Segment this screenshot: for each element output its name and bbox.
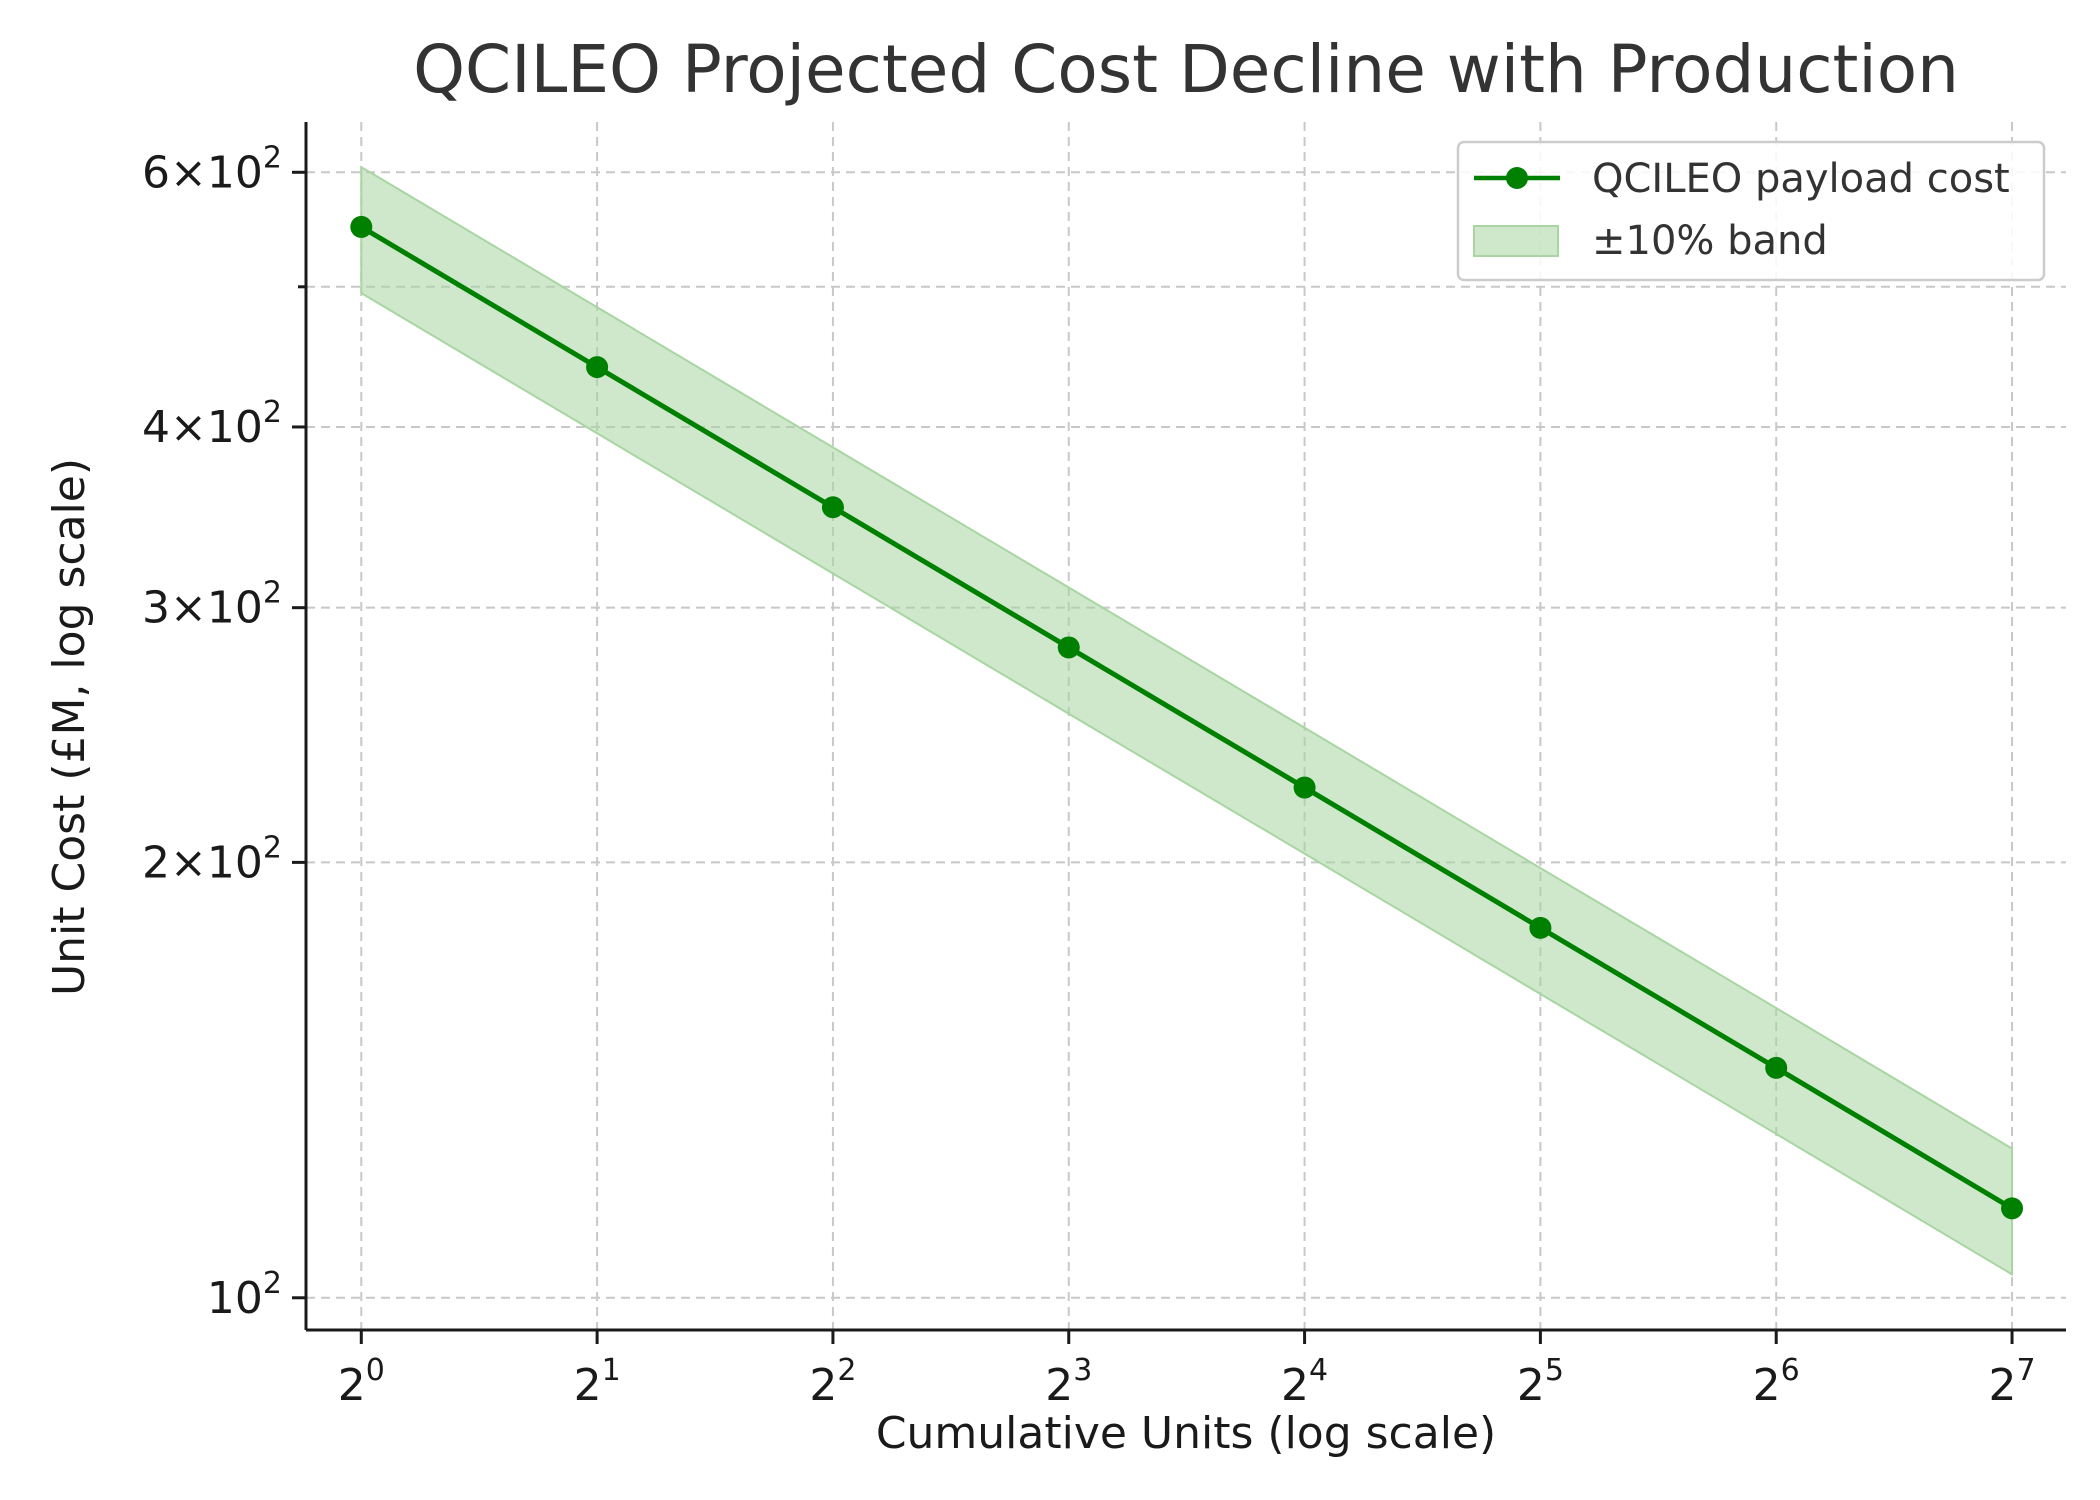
axes [292, 122, 2066, 1344]
chart-title: QCILEO Projected Cost Decline with Produ… [413, 31, 1959, 108]
y-tick-label: 102 [207, 1266, 282, 1324]
data-point [1293, 776, 1316, 799]
x-tick-label: 24 [1281, 1353, 1328, 1411]
data-point [2001, 1197, 2024, 1220]
legend-series-label: QCILEO payload cost [1592, 156, 2010, 202]
x-tick-label: 20 [338, 1353, 385, 1411]
data-point [586, 356, 609, 379]
data-point [350, 215, 373, 238]
legend-frame [1456, 140, 2046, 282]
data-point [1057, 636, 1080, 659]
data-point [1765, 1056, 1788, 1079]
x-tick-label: 22 [809, 1353, 856, 1411]
y-tick-label: 6×102 [142, 140, 282, 198]
y-axis-label: Unit Cost (£M, log scale) [44, 458, 95, 996]
data-point [1529, 916, 1552, 939]
y-tick-label: 4×102 [142, 395, 282, 453]
x-axis-label: Cumulative Units (log scale) [876, 1408, 1496, 1459]
x-tick-label: 25 [1517, 1353, 1564, 1411]
band-area [360, 165, 2014, 1277]
x-tick-label: 23 [1045, 1353, 1092, 1411]
legend-marker-swatch [1506, 167, 1528, 189]
x-tick-label: 27 [1988, 1353, 2035, 1411]
series-layer [350, 215, 2024, 1220]
y-tick-label: 3×102 [142, 576, 282, 634]
legend-band-label: ±10% band [1592, 218, 1828, 264]
data-point [821, 496, 844, 519]
legend: QCILEO payload cost ±10% band [1456, 140, 2046, 282]
legend-band-swatch [1473, 225, 1559, 257]
x-tick-label: 21 [574, 1353, 621, 1411]
band-area-fill [360, 165, 2014, 1277]
x-tick-label: 26 [1753, 1353, 1800, 1411]
series-line [360, 224, 2014, 1211]
y-tick-label: 2×102 [142, 830, 282, 888]
tick-labels: 20 21 22 23 24 25 26 27 102 2×102 3×102 4×102 6×102 [142, 140, 2036, 1411]
